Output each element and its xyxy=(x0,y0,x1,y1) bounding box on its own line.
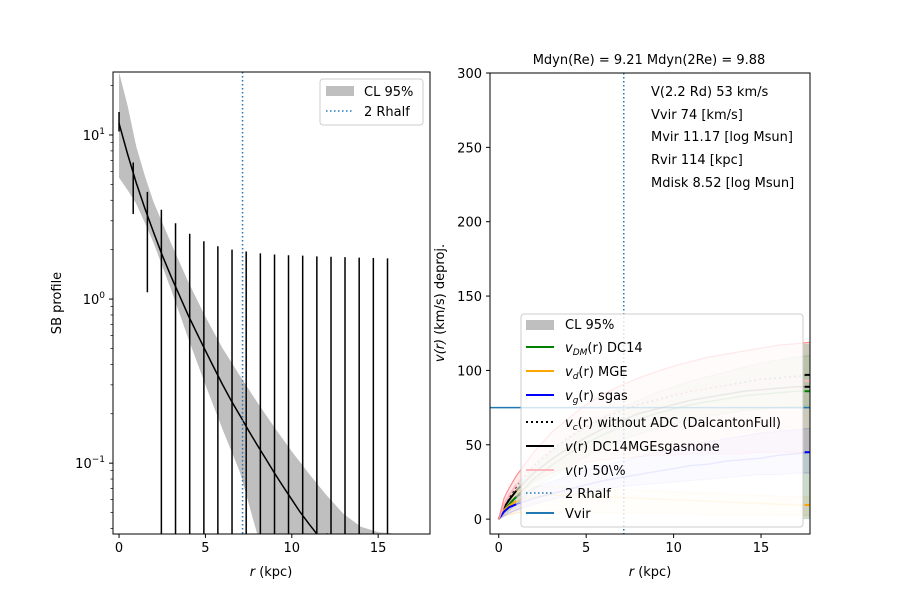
right-y-ticks: 0 50 100 150 200 250 300 xyxy=(457,67,490,528)
left-legend: CL 95% 2 Rhalf xyxy=(319,78,424,126)
legend-vdm-label: vDM(r) DC14 xyxy=(565,341,643,358)
y-tick-label: 250 xyxy=(457,141,482,156)
left-y-ticks: 101 100 10−1 xyxy=(75,85,113,529)
left-x-ticks: 0 5 10 15 xyxy=(115,534,387,556)
sb-profile-panel: 0 5 10 15 101 100 10−1 r (kpc) SB profile CL … xyxy=(50,71,431,580)
annotations: V(2.2 Rd) 53 km/s Vvir 74 [km/s] Mvir 11… xyxy=(651,85,794,191)
legend-cl95-swatch xyxy=(326,86,354,96)
right-x-label-italic: r xyxy=(629,565,636,580)
right-legend: CL 95% vDM(r) DC14 vd(r) MGE vg(r) sgas … xyxy=(520,313,804,528)
x-tick-label: 5 xyxy=(201,541,209,556)
legend-cl95-swatch xyxy=(526,320,554,330)
x-tick-label: 10 xyxy=(665,541,682,556)
right-legend-box xyxy=(520,313,804,528)
legend-vd-label: vd(r) MGE xyxy=(565,365,628,382)
x-tick-label: 0 xyxy=(115,541,123,556)
x-tick-label: 10 xyxy=(284,541,301,556)
legend-rhalf-label: 2 Rhalf xyxy=(565,487,611,502)
x-tick-label: 15 xyxy=(753,541,770,556)
annotation-v22rd: V(2.2 Rd) 53 km/s xyxy=(651,85,769,100)
y-tick-label: 300 xyxy=(457,67,482,82)
annotation-rvir: Rvir 114 [kpc] xyxy=(651,153,743,168)
right-panel-title: Mdyn(Re) = 9.21 Mdyn(2Re) = 9.88 xyxy=(533,53,766,68)
right-x-ticks: 0 5 10 15 xyxy=(495,534,770,556)
y-tick-label: 150 xyxy=(457,290,482,305)
legend-cl95-label: CL 95% xyxy=(565,318,614,333)
legend-cl95-label: CL 95% xyxy=(364,85,413,100)
y-tick-label: 101 xyxy=(83,127,105,144)
y-tick-label: 200 xyxy=(457,216,482,231)
left-axes-frame xyxy=(112,71,431,535)
left-x-axis-label: r (kpc) xyxy=(250,565,293,580)
right-x-axis-label: r (kpc) xyxy=(629,565,672,580)
sb-model-curve xyxy=(118,122,329,534)
right-x-label-rest: (kpc) xyxy=(634,565,671,580)
annotation-mdisk: Mdisk 8.52 [log Msun] xyxy=(651,176,794,191)
rotation-curve-panel: Mdyn(Re) = 9.21 Mdyn(2Re) = 9.88 0 5 10 15 … xyxy=(433,53,811,580)
right-y-label-rest: (km/s) deproj. xyxy=(433,244,448,339)
x-tick-label: 0 xyxy=(495,541,503,556)
legend-rhalf-label: 2 Rhalf xyxy=(364,105,410,120)
legend-vtotal-label: v(r) DC14MGEsgasnone xyxy=(565,440,720,455)
right-axes-frame xyxy=(489,72,811,535)
y-tick-label: 100 xyxy=(83,291,106,308)
y-tick-label: 100 xyxy=(457,364,482,379)
left-y-axis-label: SB profile xyxy=(50,272,65,334)
left-x-label-italic: r xyxy=(250,565,257,580)
legend-v50-label: v(r) 50\% xyxy=(565,464,626,479)
legend-vg-label: vg(r) sgas xyxy=(565,389,628,406)
band-edge-overlap xyxy=(803,343,810,520)
legend-vc-label: vc(r) without ADC (DalcantonFull) xyxy=(565,416,781,433)
left-x-label-rest: (kpc) xyxy=(255,565,292,580)
y-tick-label: 10−1 xyxy=(75,455,105,472)
legend-vvir-label: Vvir xyxy=(565,507,591,522)
y-tick-label: 50 xyxy=(465,439,482,454)
right-y-label-italic: v(r) xyxy=(433,339,448,362)
annotation-vvir: Vvir 74 [km/s] xyxy=(651,108,743,123)
x-tick-label: 5 xyxy=(582,541,590,556)
curve-inner-4 xyxy=(497,503,517,520)
right-y-axis-label: v(r) (km/s) deproj. xyxy=(433,244,448,362)
cl95-band xyxy=(119,72,399,534)
curve-inner-5 xyxy=(497,484,518,520)
y-tick-label: 0 xyxy=(474,513,482,528)
annotation-mvir: Mvir 11.17 [log Msun] xyxy=(651,130,793,145)
x-tick-label: 15 xyxy=(370,541,387,556)
